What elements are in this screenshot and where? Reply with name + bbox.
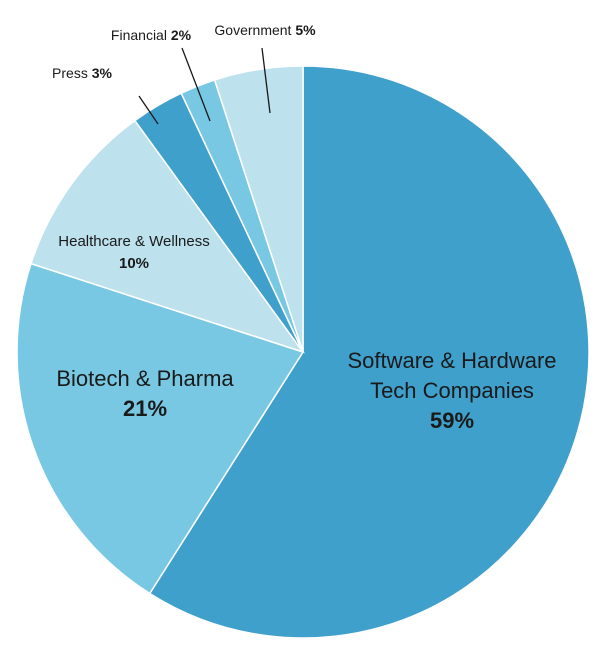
pie-slice-1 (16, 262, 305, 595)
slice-label-2: Healthcare & Wellness 10% (58, 233, 209, 272)
pie-slice-5 (213, 65, 304, 353)
slice-name-0-1: Tech Companies (370, 378, 534, 403)
slice-name-1-0: Biotech & Pharma (56, 366, 234, 391)
slice-label-text-4: Financial 2% (111, 27, 192, 43)
pie-slice-2 (30, 119, 305, 354)
leader-line-3 (138, 95, 159, 125)
slice-label-5: Government 5% (214, 22, 316, 38)
slice-label-1: Biotech & Pharma 21% (56, 366, 234, 421)
slice-value-0: 59% (430, 408, 474, 433)
slice-value-2: 10% (119, 255, 149, 272)
slice-label-text-3: Press 3% (52, 65, 112, 81)
slice-label-0: Software & Hardware Tech Companies 59% (347, 348, 556, 433)
slice-value-1: 21% (123, 396, 167, 421)
slice-label-4: Financial 2% (111, 27, 192, 43)
slice-name-0-0: Software & Hardware (347, 348, 556, 373)
leader-line-4 (181, 47, 211, 122)
slice-name-2-0: Healthcare & Wellness (58, 233, 209, 250)
pie-slice-0 (148, 65, 590, 639)
slice-label-3: Press 3% (52, 65, 112, 81)
slice-label-text-5: Government 5% (214, 22, 316, 38)
leader-line-5 (261, 47, 271, 114)
